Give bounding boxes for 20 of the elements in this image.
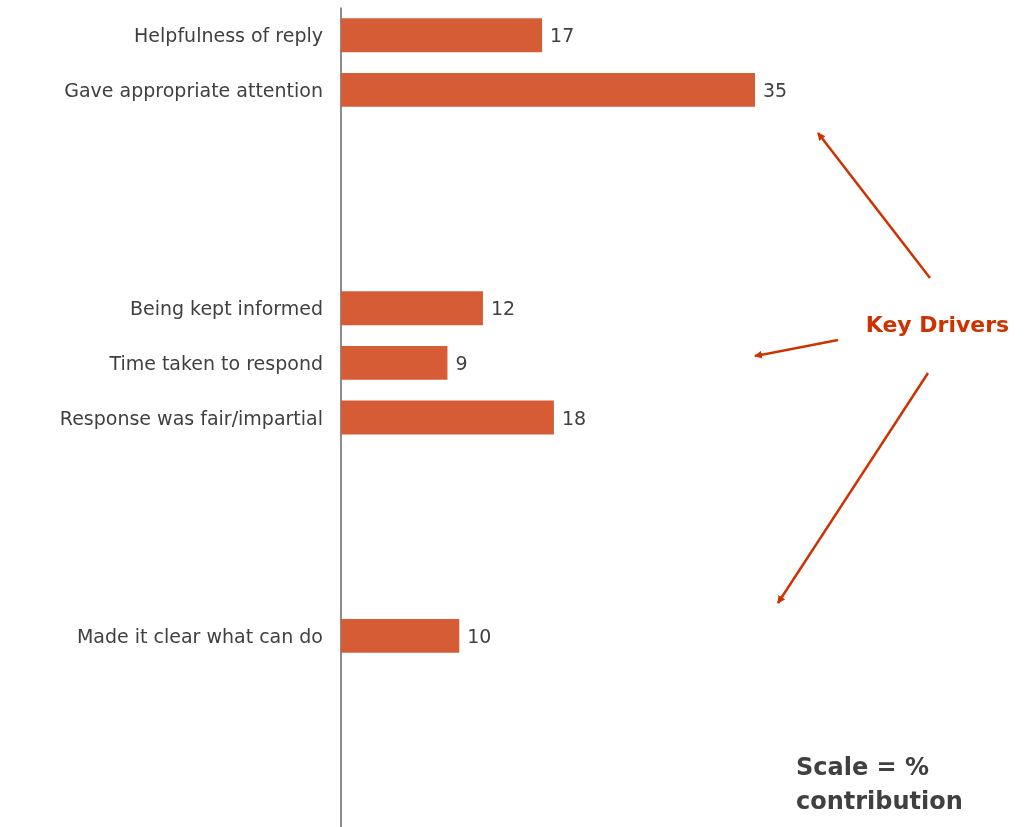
text: Scale = % contribution [796, 752, 964, 817]
bar [341, 618, 460, 653]
y-tick-label: Being kept informed [129, 297, 323, 320]
bar [341, 400, 554, 435]
y-tick-label: Gave appropriate attention [64, 78, 323, 101]
data-label: 17 [550, 24, 575, 47]
bar [341, 291, 483, 326]
y-tick-label: Time taken to respond [108, 351, 323, 374]
y-tick-label: Response was fair/impartial [59, 406, 323, 429]
data-label: 9 [455, 351, 468, 374]
bar [341, 72, 755, 107]
data-label: 10 [467, 624, 492, 647]
y-tick-label: Made it clear what can do [76, 624, 323, 647]
data-label: 18 [561, 406, 587, 429]
bar [341, 18, 543, 53]
text: Key Drivers [864, 312, 1011, 337]
bar [341, 345, 448, 380]
y-tick-label: Helpfulness of reply [134, 24, 323, 47]
data-label: 12 [490, 297, 516, 320]
data-label: 35 [763, 78, 788, 101]
